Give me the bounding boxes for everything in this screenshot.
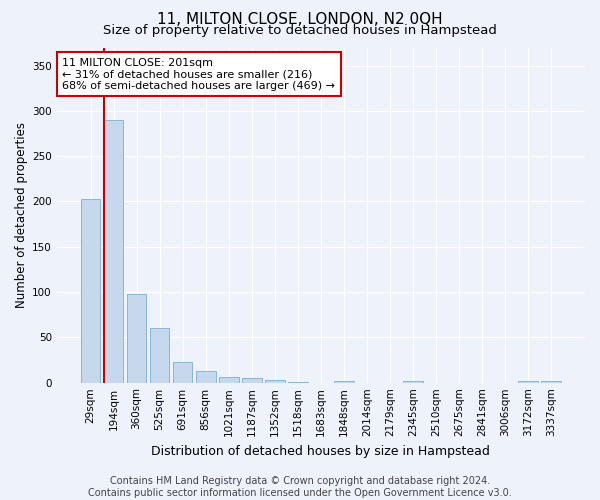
X-axis label: Distribution of detached houses by size in Hampstead: Distribution of detached houses by size … — [151, 444, 490, 458]
Bar — [541, 380, 561, 382]
Bar — [265, 380, 284, 382]
Bar — [518, 380, 538, 382]
Text: Size of property relative to detached houses in Hampstead: Size of property relative to detached ho… — [103, 24, 497, 37]
Bar — [403, 380, 423, 382]
Text: 11, MILTON CLOSE, LONDON, N2 0QH: 11, MILTON CLOSE, LONDON, N2 0QH — [157, 12, 443, 28]
Bar — [150, 328, 169, 382]
Bar — [81, 198, 100, 382]
Text: Contains HM Land Registry data © Crown copyright and database right 2024.
Contai: Contains HM Land Registry data © Crown c… — [88, 476, 512, 498]
Y-axis label: Number of detached properties: Number of detached properties — [15, 122, 28, 308]
Bar — [219, 377, 239, 382]
Bar — [104, 120, 124, 382]
Bar — [242, 378, 262, 382]
Bar — [196, 371, 215, 382]
Text: 11 MILTON CLOSE: 201sqm
← 31% of detached houses are smaller (216)
68% of semi-d: 11 MILTON CLOSE: 201sqm ← 31% of detache… — [62, 58, 335, 91]
Bar — [173, 362, 193, 382]
Bar — [127, 294, 146, 382]
Bar — [334, 380, 354, 382]
